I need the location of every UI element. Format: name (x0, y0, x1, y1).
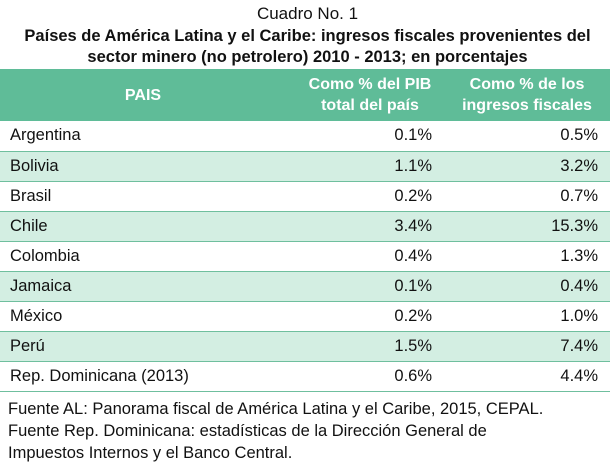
table-row: Perú 1.5% 7.4% (0, 331, 610, 361)
table-row: México 0.2% 1.0% (0, 301, 610, 331)
table-row: Bolivia 1.1% 3.2% (0, 151, 610, 181)
country-cell: México (10, 306, 63, 325)
table-row: Brasil 0.2% 0.7% (0, 181, 610, 211)
table-row: Rep. Dominicana (2013) 0.6% 4.4% (0, 361, 610, 391)
header-ingresos-line-1: Como % de los (469, 76, 585, 93)
header-pib-line-2: total del país (321, 97, 419, 114)
source-note-line-3: Impuestos Internos y el Banco Central. (8, 444, 293, 462)
source-notes: Fuente AL: Panorama fiscal de América La… (8, 398, 608, 464)
pib-cell: 1.1% (394, 156, 432, 175)
table-body: Argentina 0.1% 0.5% Bolivia 1.1% 3.2% Br… (0, 121, 610, 391)
country-cell: Chile (10, 216, 48, 235)
table-title-line-2: sector minero (no petrolero) 2010 - 2013… (87, 48, 528, 66)
country-cell: Bolivia (10, 156, 59, 175)
data-table: PAIS Como % del PIB total del país Como … (0, 69, 610, 392)
ingresos-cell: 3.2% (560, 156, 598, 175)
pib-cell: 1.5% (394, 336, 432, 355)
ingresos-cell: 1.3% (560, 246, 598, 265)
table-row: Colombia 0.4% 1.3% (0, 241, 610, 271)
table-caption: Cuadro No. 1 (256, 4, 359, 23)
pib-cell: 0.1% (394, 126, 432, 145)
country-cell: Perú (10, 336, 45, 355)
ingresos-cell: 0.7% (560, 186, 598, 205)
ingresos-cell: 7.4% (560, 336, 598, 355)
source-note-line-1: Fuente AL: Panorama fiscal de América La… (8, 400, 544, 418)
pib-cell: 0.2% (394, 186, 432, 205)
table-row: Chile 3.4% 15.3% (0, 211, 610, 241)
table-header: PAIS Como % del PIB total del país Como … (0, 69, 610, 121)
header-pais: PAIS (124, 86, 162, 104)
source-note-line-2: Fuente Rep. Dominicana: estadísticas de … (8, 422, 487, 440)
table-row: Jamaica 0.1% 0.4% (0, 271, 610, 301)
header-ingresos-line-2: ingresos fiscales (462, 97, 592, 114)
country-cell: Rep. Dominicana (2013) (10, 366, 189, 385)
country-cell: Jamaica (10, 276, 72, 295)
ingresos-cell: 0.4% (560, 276, 598, 295)
header-pib-line-1: Como % del PIB (308, 76, 432, 93)
country-cell: Colombia (10, 246, 80, 265)
ingresos-cell: 4.4% (560, 366, 598, 385)
country-cell: Argentina (10, 126, 81, 145)
pib-cell: 0.6% (394, 366, 432, 385)
ingresos-cell: 1.0% (560, 306, 598, 325)
header-pib: Como % del PIB total del país (296, 69, 444, 121)
pib-cell: 3.4% (394, 216, 432, 235)
country-cell: Brasil (10, 186, 52, 205)
ingresos-cell: 0.5% (560, 126, 598, 145)
header-ingresos: Como % de los ingresos fiscales (444, 69, 610, 121)
header-row: PAIS Como % del PIB total del país Como … (0, 69, 610, 121)
table-row: Argentina 0.1% 0.5% (0, 121, 610, 151)
pib-cell: 0.2% (394, 306, 432, 325)
table-title: Países de América Latina y el Caribe: in… (4, 26, 611, 68)
ingresos-cell: 15.3% (551, 216, 598, 235)
table-title-line-1: Países de América Latina y el Caribe: in… (24, 27, 591, 45)
pib-cell: 0.1% (394, 276, 432, 295)
pib-cell: 0.4% (394, 246, 432, 265)
